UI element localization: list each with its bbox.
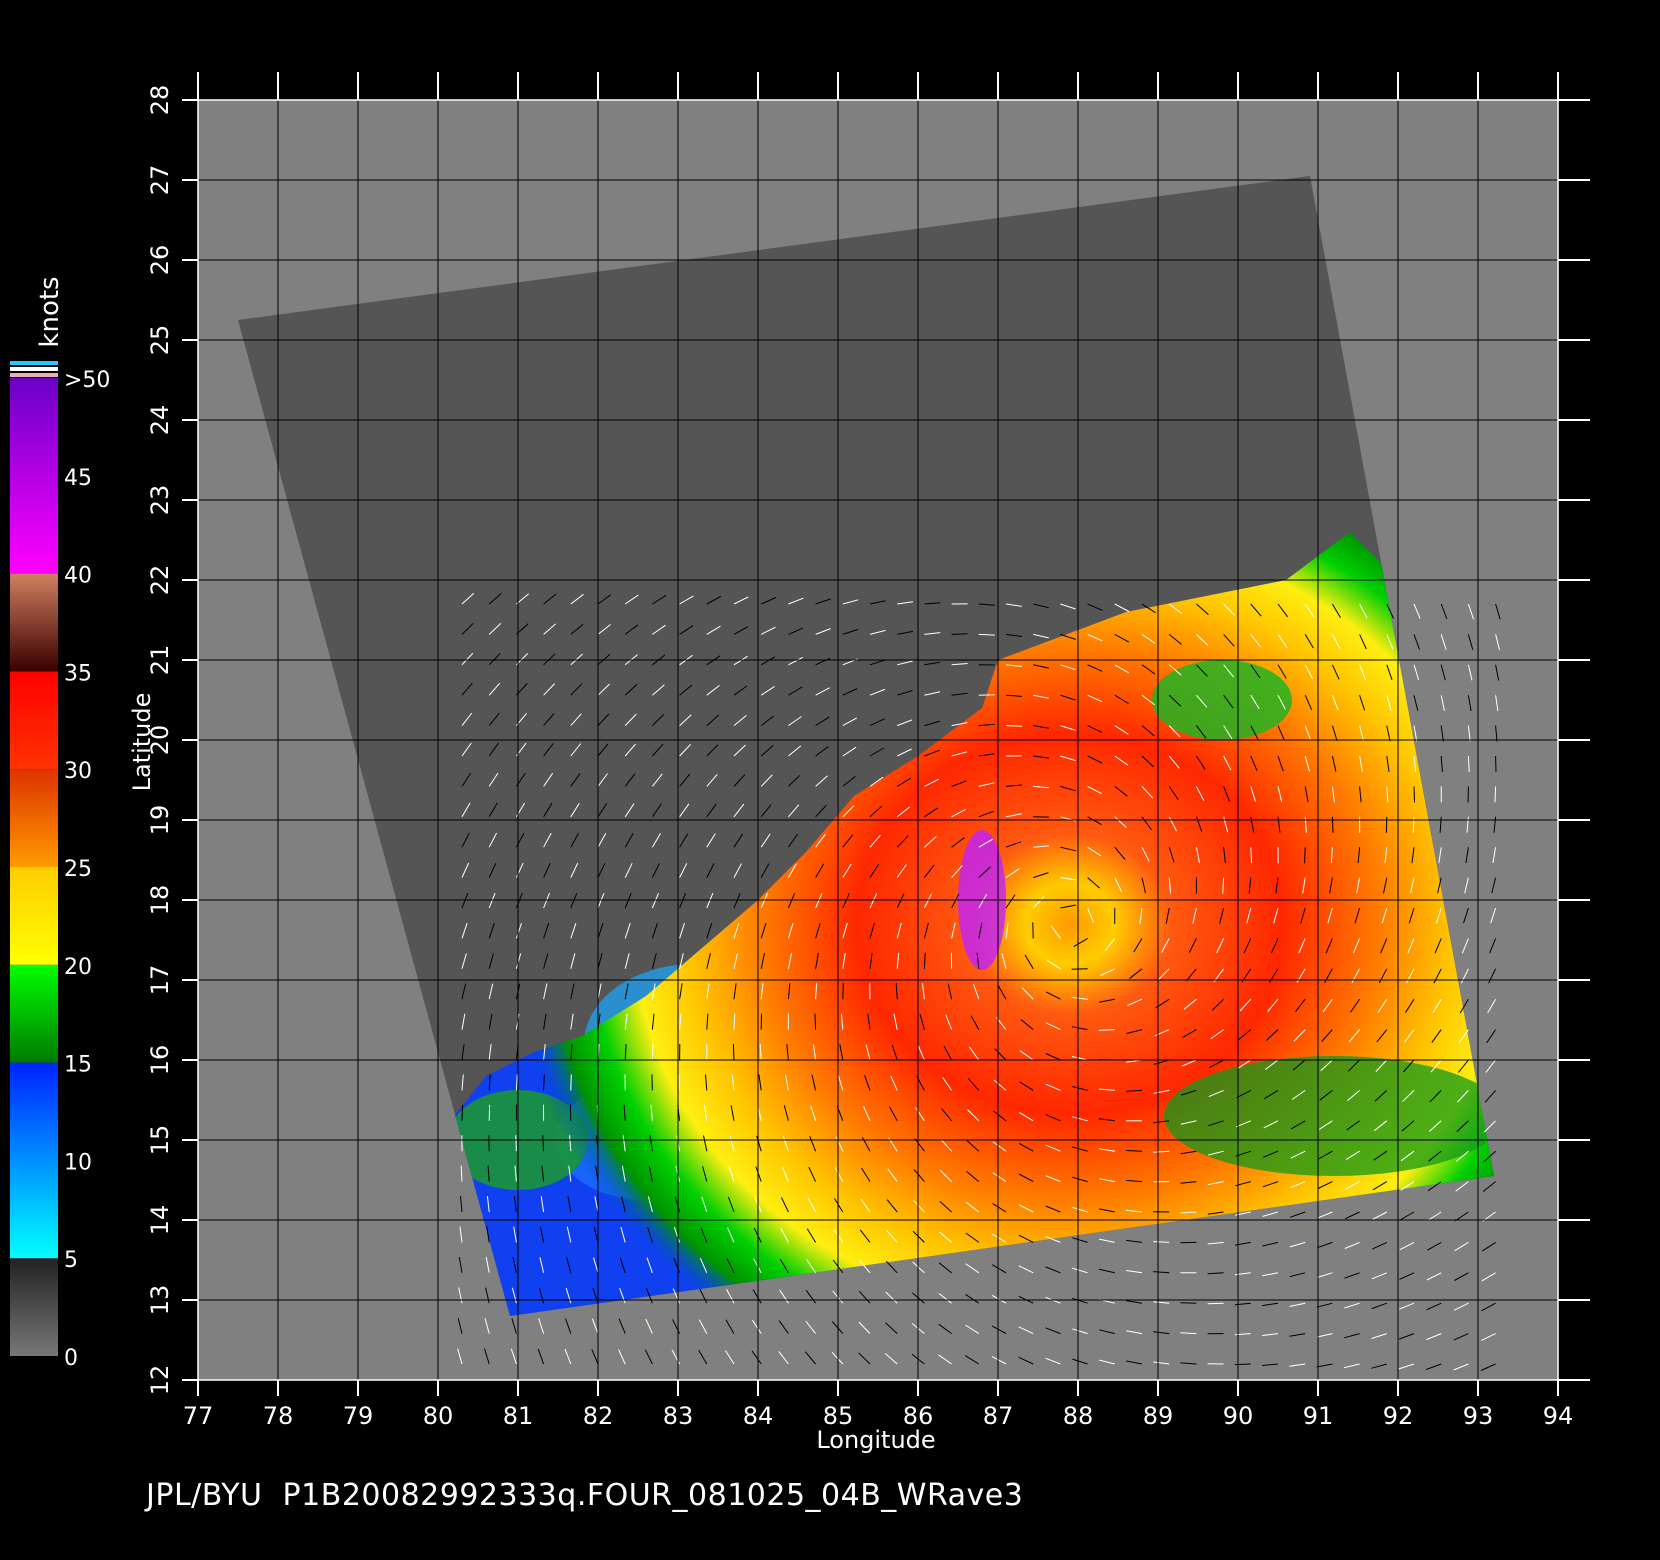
lon-tick-label: 81	[503, 1402, 534, 1430]
colorbar-tick-label: 15	[64, 1053, 92, 1078]
lat-tick-label: 14	[146, 1205, 174, 1236]
lat-tick-label: 27	[146, 165, 174, 196]
lat-tick-label: 15	[146, 1125, 174, 1156]
colorbar-tick-label: 45	[64, 466, 92, 491]
lat-tick-label: 28	[146, 85, 174, 116]
colorbar-tick-label: 40	[64, 564, 92, 589]
lat-tick-label: 22	[146, 565, 174, 596]
lat-tick-label: 18	[146, 885, 174, 916]
lon-tick-label: 89	[1143, 1402, 1174, 1430]
colorbar-segment	[10, 964, 58, 1063]
lon-tick-label: 82	[583, 1402, 614, 1430]
colorbar-tick-label: 20	[64, 955, 92, 980]
colorbar-segment	[10, 671, 58, 770]
lon-tick-label: 92	[1383, 1402, 1414, 1430]
lon-tick-label: 78	[263, 1402, 294, 1430]
lat-tick-label: 24	[146, 405, 174, 436]
lon-tick-label: 94	[1543, 1402, 1574, 1430]
colorbar-tick-label: 5	[64, 1248, 78, 1273]
lon-tick-label: 91	[1303, 1402, 1334, 1430]
colorbar-tick-label: 25	[64, 857, 92, 882]
wind-barbs	[457, 592, 1501, 1371]
lat-tick-label: 23	[146, 485, 174, 516]
lon-tick-label: 90	[1223, 1402, 1254, 1430]
colorbar-tick-label: >50	[64, 368, 110, 393]
colorbar-unit-label: knots	[35, 276, 65, 347]
colorbar-tick-label: 10	[64, 1150, 92, 1175]
x-axis-title: Longitude	[816, 1426, 935, 1454]
lon-tick-label: 84	[743, 1402, 774, 1430]
lat-tick-label: 26	[146, 245, 174, 276]
y-axis-title: Latitude	[128, 693, 156, 792]
lat-tick-label: 25	[146, 325, 174, 356]
lon-tick-label: 80	[423, 1402, 454, 1430]
colorbar-tick-label: 30	[64, 759, 92, 784]
lat-lon-grid	[197, 99, 1559, 1381]
lon-tick-label: 87	[983, 1402, 1014, 1430]
colorbar-tick-label: 0	[64, 1346, 78, 1371]
colorbar-segment	[10, 573, 58, 672]
lon-tick-label: 86	[903, 1402, 934, 1430]
footer-product-id: JPL/BYU P1B20082992333q.FOUR_081025_04B_…	[146, 1478, 1024, 1513]
lat-tick-label: 19	[146, 805, 174, 836]
lat-tick-label: 21	[146, 645, 174, 676]
colorbar-segment	[10, 1258, 58, 1356]
lon-tick-label: 85	[823, 1402, 854, 1430]
map-axes: 77 78 79 80 81 82 83 84 85 86 87 88 89 90 91 92 93 94 12 13…	[146, 72, 1590, 1430]
lat-tick-label: 16	[146, 1045, 174, 1076]
lat-tick-label: 20	[146, 725, 174, 756]
lat-tick-label: 13	[146, 1285, 174, 1316]
lon-tick-label: 77	[183, 1402, 214, 1430]
colorbar-segment	[10, 867, 58, 965]
lat-tick-label: 12	[146, 1365, 174, 1396]
lon-tick-label: 83	[663, 1402, 694, 1430]
colorbar-tick-label: 35	[64, 661, 92, 686]
colorbar-segment	[10, 378, 58, 574]
colorbar-segment	[10, 1062, 58, 1259]
colorbar-segment	[10, 769, 58, 867]
wind-speed-colorbar: >50 45 40 35 30 25 20 15 10 5 0	[10, 361, 110, 1371]
lon-tick-label: 88	[1063, 1402, 1094, 1430]
scatterometer-swath	[238, 176, 1501, 1371]
lat-tick-label: 17	[146, 965, 174, 996]
lon-tick-label: 79	[343, 1402, 374, 1430]
lon-tick-label: 93	[1463, 1402, 1494, 1430]
